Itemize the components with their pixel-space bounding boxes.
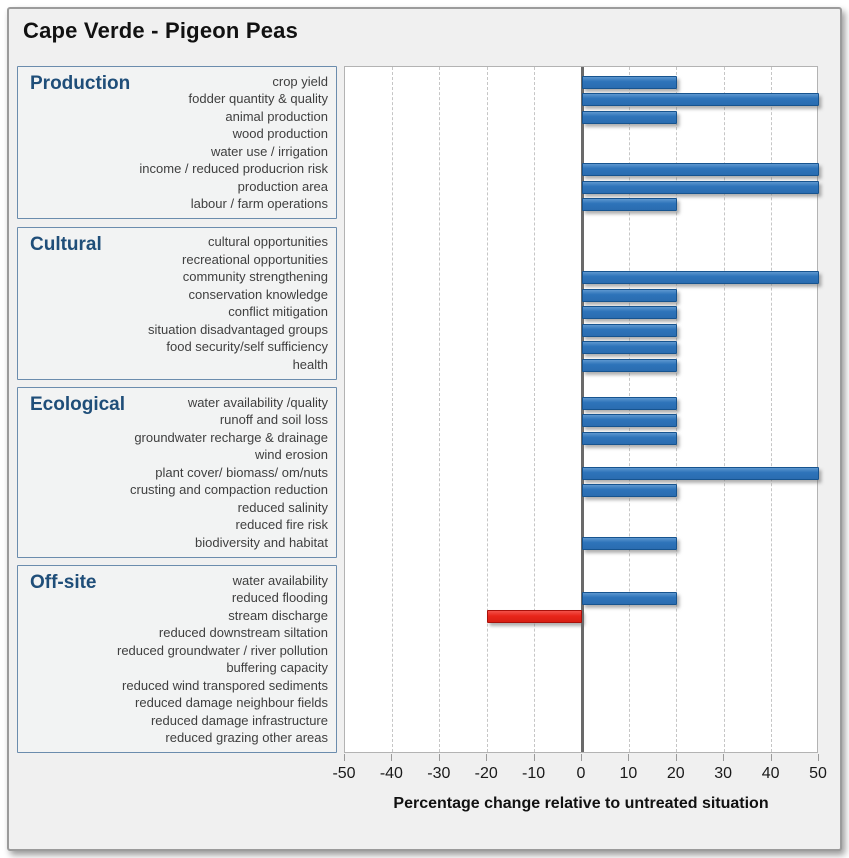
bar (582, 431, 677, 445)
bar (487, 609, 582, 623)
row-label: reduced damage infrastructure (150, 712, 328, 728)
row-label: water availability /quality (187, 394, 328, 410)
row-label: community strengthening (182, 269, 328, 284)
bar (582, 536, 677, 550)
tick-label: 10 (619, 765, 638, 782)
bar (582, 75, 677, 89)
plot-area (344, 66, 819, 753)
row-label: reduced grazing other areas (165, 730, 328, 745)
section-box-off-site: Off-site water availability reduced floodi… (17, 565, 337, 753)
tick-label: -30 (427, 765, 451, 782)
row-label: reduced flooding (231, 590, 328, 605)
tick-label: 40 (761, 765, 780, 782)
row-label: reduced damage neighbour fields (135, 695, 328, 710)
row-label: wood production (232, 126, 328, 141)
bar (582, 163, 819, 177)
row-label: reduced wind transpored sediments (122, 677, 328, 693)
tick-label: 50 (809, 765, 827, 782)
bar (582, 341, 677, 355)
gridline (676, 67, 678, 752)
section-box-production: Production crop yield fodder quantity & qu… (17, 66, 337, 219)
row-label: water use / irrigation (210, 143, 328, 159)
bar (582, 180, 819, 194)
row-label: reduced groundwater / river pollution (116, 642, 328, 658)
section-box-ecological: Ecological water availability /quality run… (17, 387, 337, 558)
bar (582, 592, 677, 606)
bar (582, 198, 677, 212)
section-title: Production (30, 73, 131, 94)
bar (582, 396, 677, 410)
tick-mark (818, 754, 819, 761)
row-label: conflict mitigation (228, 304, 328, 319)
row-label: labour / farm operations (190, 196, 328, 211)
tick-mark (581, 754, 582, 761)
row-label: food security/self sufficiency (166, 339, 328, 354)
section-box-cultural: Cultural cultural opportunities recreation… (17, 226, 337, 380)
row-label: cultural opportunities (208, 234, 328, 249)
tick-label: 30 (714, 765, 733, 782)
gridline (439, 67, 441, 752)
section-title: Ecological (30, 394, 126, 415)
bar (582, 93, 819, 107)
tick-mark (486, 754, 488, 761)
row-label: wind erosion (255, 447, 328, 462)
section-title: Cultural (30, 233, 102, 255)
row-label: biodiversity and habitat (195, 534, 328, 550)
bar (582, 323, 677, 337)
row-label: runoff and soil loss (219, 412, 328, 427)
tick-label: -10 (522, 765, 546, 782)
row-label: water availability (232, 572, 328, 588)
gridline (391, 67, 393, 752)
row-label: reduced fire risk (235, 517, 328, 532)
x-axis-title: Percentage change relative to untreated … (393, 795, 769, 812)
gridline (771, 67, 773, 752)
tick-mark (723, 754, 725, 761)
tick-mark (533, 754, 535, 761)
row-label: production area (237, 178, 328, 194)
row-label: fodder quantity & quality (188, 91, 328, 106)
row-label: plant cover/ biomass/ om/nuts (155, 464, 328, 480)
page-title: Cape Verde - Pigeon Peas (23, 18, 299, 43)
tick-label: -20 (474, 765, 498, 782)
tick-mark (770, 754, 772, 761)
row-label: crusting and compaction reduction (129, 482, 328, 497)
bar (582, 358, 677, 372)
tick-mark (344, 754, 345, 761)
tick-mark (391, 754, 393, 761)
tick-label: -50 (332, 765, 356, 782)
row-label: crop yield (272, 73, 328, 89)
tick-label: 0 (576, 765, 586, 782)
section-title: Off-site (30, 572, 97, 593)
tick-label: 20 (666, 765, 685, 782)
bar (582, 288, 677, 302)
bar (582, 414, 677, 428)
gridline (534, 67, 536, 752)
row-label: reduced downstream siltation (158, 625, 328, 640)
row-label: recreational opportunities (182, 251, 328, 267)
bar (582, 484, 677, 498)
row-label: health (292, 356, 328, 372)
bar (582, 306, 677, 320)
row-label: groundwater recharge & drainage (134, 429, 328, 445)
row-label: reduced salinity (237, 499, 328, 515)
row-label: stream discharge (228, 607, 328, 623)
gridline (486, 67, 488, 752)
bar (582, 271, 819, 285)
row-label: situation disadvantaged groups (148, 321, 328, 337)
tick-label: -40 (379, 765, 403, 782)
row-label: animal production (225, 108, 328, 124)
tick-mark (675, 754, 677, 761)
tick-mark (438, 754, 440, 761)
tick-mark (628, 754, 630, 761)
bar (582, 466, 819, 480)
slide-frame: Cape Verde - Pigeon Peas Production crop … (7, 7, 842, 851)
row-label: income / reduced producrion risk (139, 161, 328, 176)
row-label: conservation knowledge (188, 286, 328, 302)
bar (582, 110, 677, 124)
row-label: buffering capacity (226, 660, 328, 675)
gridline (723, 67, 725, 752)
